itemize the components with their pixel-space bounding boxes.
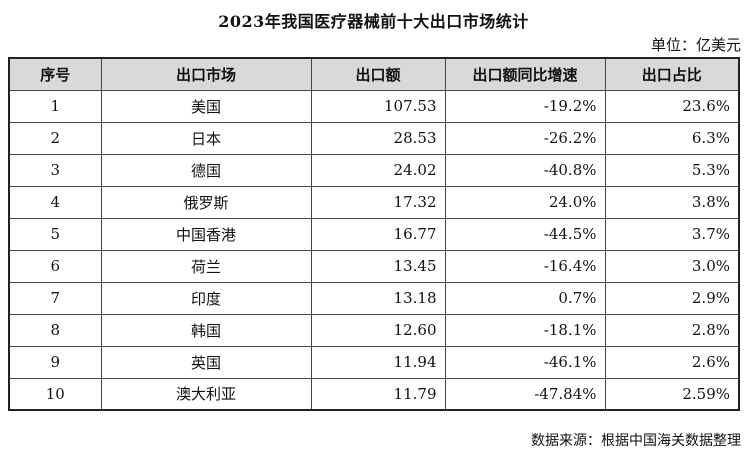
cell-market: 美国 — [100, 89, 312, 123]
cell-share: 5.3% — [604, 153, 740, 187]
cell-market: 日本 — [100, 121, 312, 155]
table-row: 4 俄罗斯 17.32 24.0% 3.8% — [8, 185, 740, 219]
cell-export-value: 12.60 — [310, 313, 446, 347]
cell-yoy-growth: -46.1% — [444, 345, 606, 379]
table-row: 1 美国 107.53 -19.2% 23.6% — [8, 89, 740, 123]
cell-market: 荷兰 — [100, 249, 312, 283]
cell-yoy-growth: -40.8% — [444, 153, 606, 187]
table-row: 6 荷兰 13.45 -16.4% 3.0% — [8, 249, 740, 283]
cell-yoy-growth: -26.2% — [444, 121, 606, 155]
cell-export-value: 13.45 — [310, 249, 446, 283]
table-row: 9 英国 11.94 -46.1% 2.6% — [8, 345, 740, 379]
cell-yoy-growth: -44.5% — [444, 217, 606, 251]
header-row: 序号 出口市场 出口额 出口额同比增速 出口占比 — [8, 57, 740, 91]
table-row: 8 韩国 12.60 -18.1% 2.8% — [8, 313, 740, 347]
cell-market: 中国香港 — [100, 217, 312, 251]
header-yoy-growth: 出口额同比增速 — [444, 57, 606, 91]
cell-share: 2.8% — [604, 313, 740, 347]
cell-yoy-growth: 24.0% — [444, 185, 606, 219]
cell-yoy-growth: -19.2% — [444, 89, 606, 123]
cell-rank: 9 — [8, 345, 102, 379]
table-row: 2 日本 28.53 -26.2% 6.3% — [8, 121, 740, 155]
header-share: 出口占比 — [604, 57, 740, 91]
cell-market: 韩国 — [100, 313, 312, 347]
data-source-note: 数据来源：根据中国海关数据整理 — [531, 433, 741, 449]
cell-rank: 2 — [8, 121, 102, 155]
cell-rank: 10 — [8, 377, 102, 411]
table-row: 10 澳大利亚 11.79 -47.84% 2.59% — [8, 377, 740, 411]
unit-label: 单位：亿美元 — [650, 36, 741, 54]
header-market: 出口市场 — [100, 57, 312, 91]
cell-share: 6.3% — [604, 121, 740, 155]
cell-share: 2.59% — [604, 377, 740, 411]
cell-rank: 3 — [8, 153, 102, 187]
cell-yoy-growth: -16.4% — [444, 249, 606, 283]
cell-rank: 5 — [8, 217, 102, 251]
cell-market: 德国 — [100, 153, 312, 187]
cell-export-value: 107.53 — [310, 89, 446, 123]
table-row: 7 印度 13.18 0.7% 2.9% — [8, 281, 740, 315]
cell-share: 23.6% — [604, 89, 740, 123]
header-export-value: 出口额 — [310, 57, 446, 91]
cell-export-value: 24.02 — [310, 153, 446, 187]
table-row: 5 中国香港 16.77 -44.5% 3.7% — [8, 217, 740, 251]
cell-rank: 4 — [8, 185, 102, 219]
cell-rank: 8 — [8, 313, 102, 347]
cell-export-value: 11.94 — [310, 345, 446, 379]
table-row: 3 德国 24.02 -40.8% 5.3% — [8, 153, 740, 187]
cell-share: 3.0% — [604, 249, 740, 283]
cell-share: 3.7% — [604, 217, 740, 251]
export-markets-table: 序号 出口市场 出口额 出口额同比增速 出口占比 1 美国 107.53 -19… — [8, 57, 740, 411]
cell-yoy-growth: 0.7% — [444, 281, 606, 315]
header-rank: 序号 — [8, 57, 102, 91]
cell-rank: 6 — [8, 249, 102, 283]
cell-market: 澳大利亚 — [100, 377, 312, 411]
cell-export-value: 28.53 — [310, 121, 446, 155]
cell-market: 印度 — [100, 281, 312, 315]
cell-export-value: 17.32 — [310, 185, 446, 219]
cell-export-value: 13.18 — [310, 281, 446, 315]
cell-export-value: 11.79 — [310, 377, 446, 411]
cell-market: 英国 — [100, 345, 312, 379]
cell-yoy-growth: -18.1% — [444, 313, 606, 347]
cell-share: 2.9% — [604, 281, 740, 315]
table-title: 2023年我国医疗器械前十大出口市场统计 — [218, 12, 529, 31]
cell-rank: 1 — [8, 89, 102, 123]
cell-share: 2.6% — [604, 345, 740, 379]
cell-market: 俄罗斯 — [100, 185, 312, 219]
cell-export-value: 16.77 — [310, 217, 446, 251]
cell-rank: 7 — [8, 281, 102, 315]
cell-yoy-growth: -47.84% — [444, 377, 606, 411]
cell-share: 3.8% — [604, 185, 740, 219]
